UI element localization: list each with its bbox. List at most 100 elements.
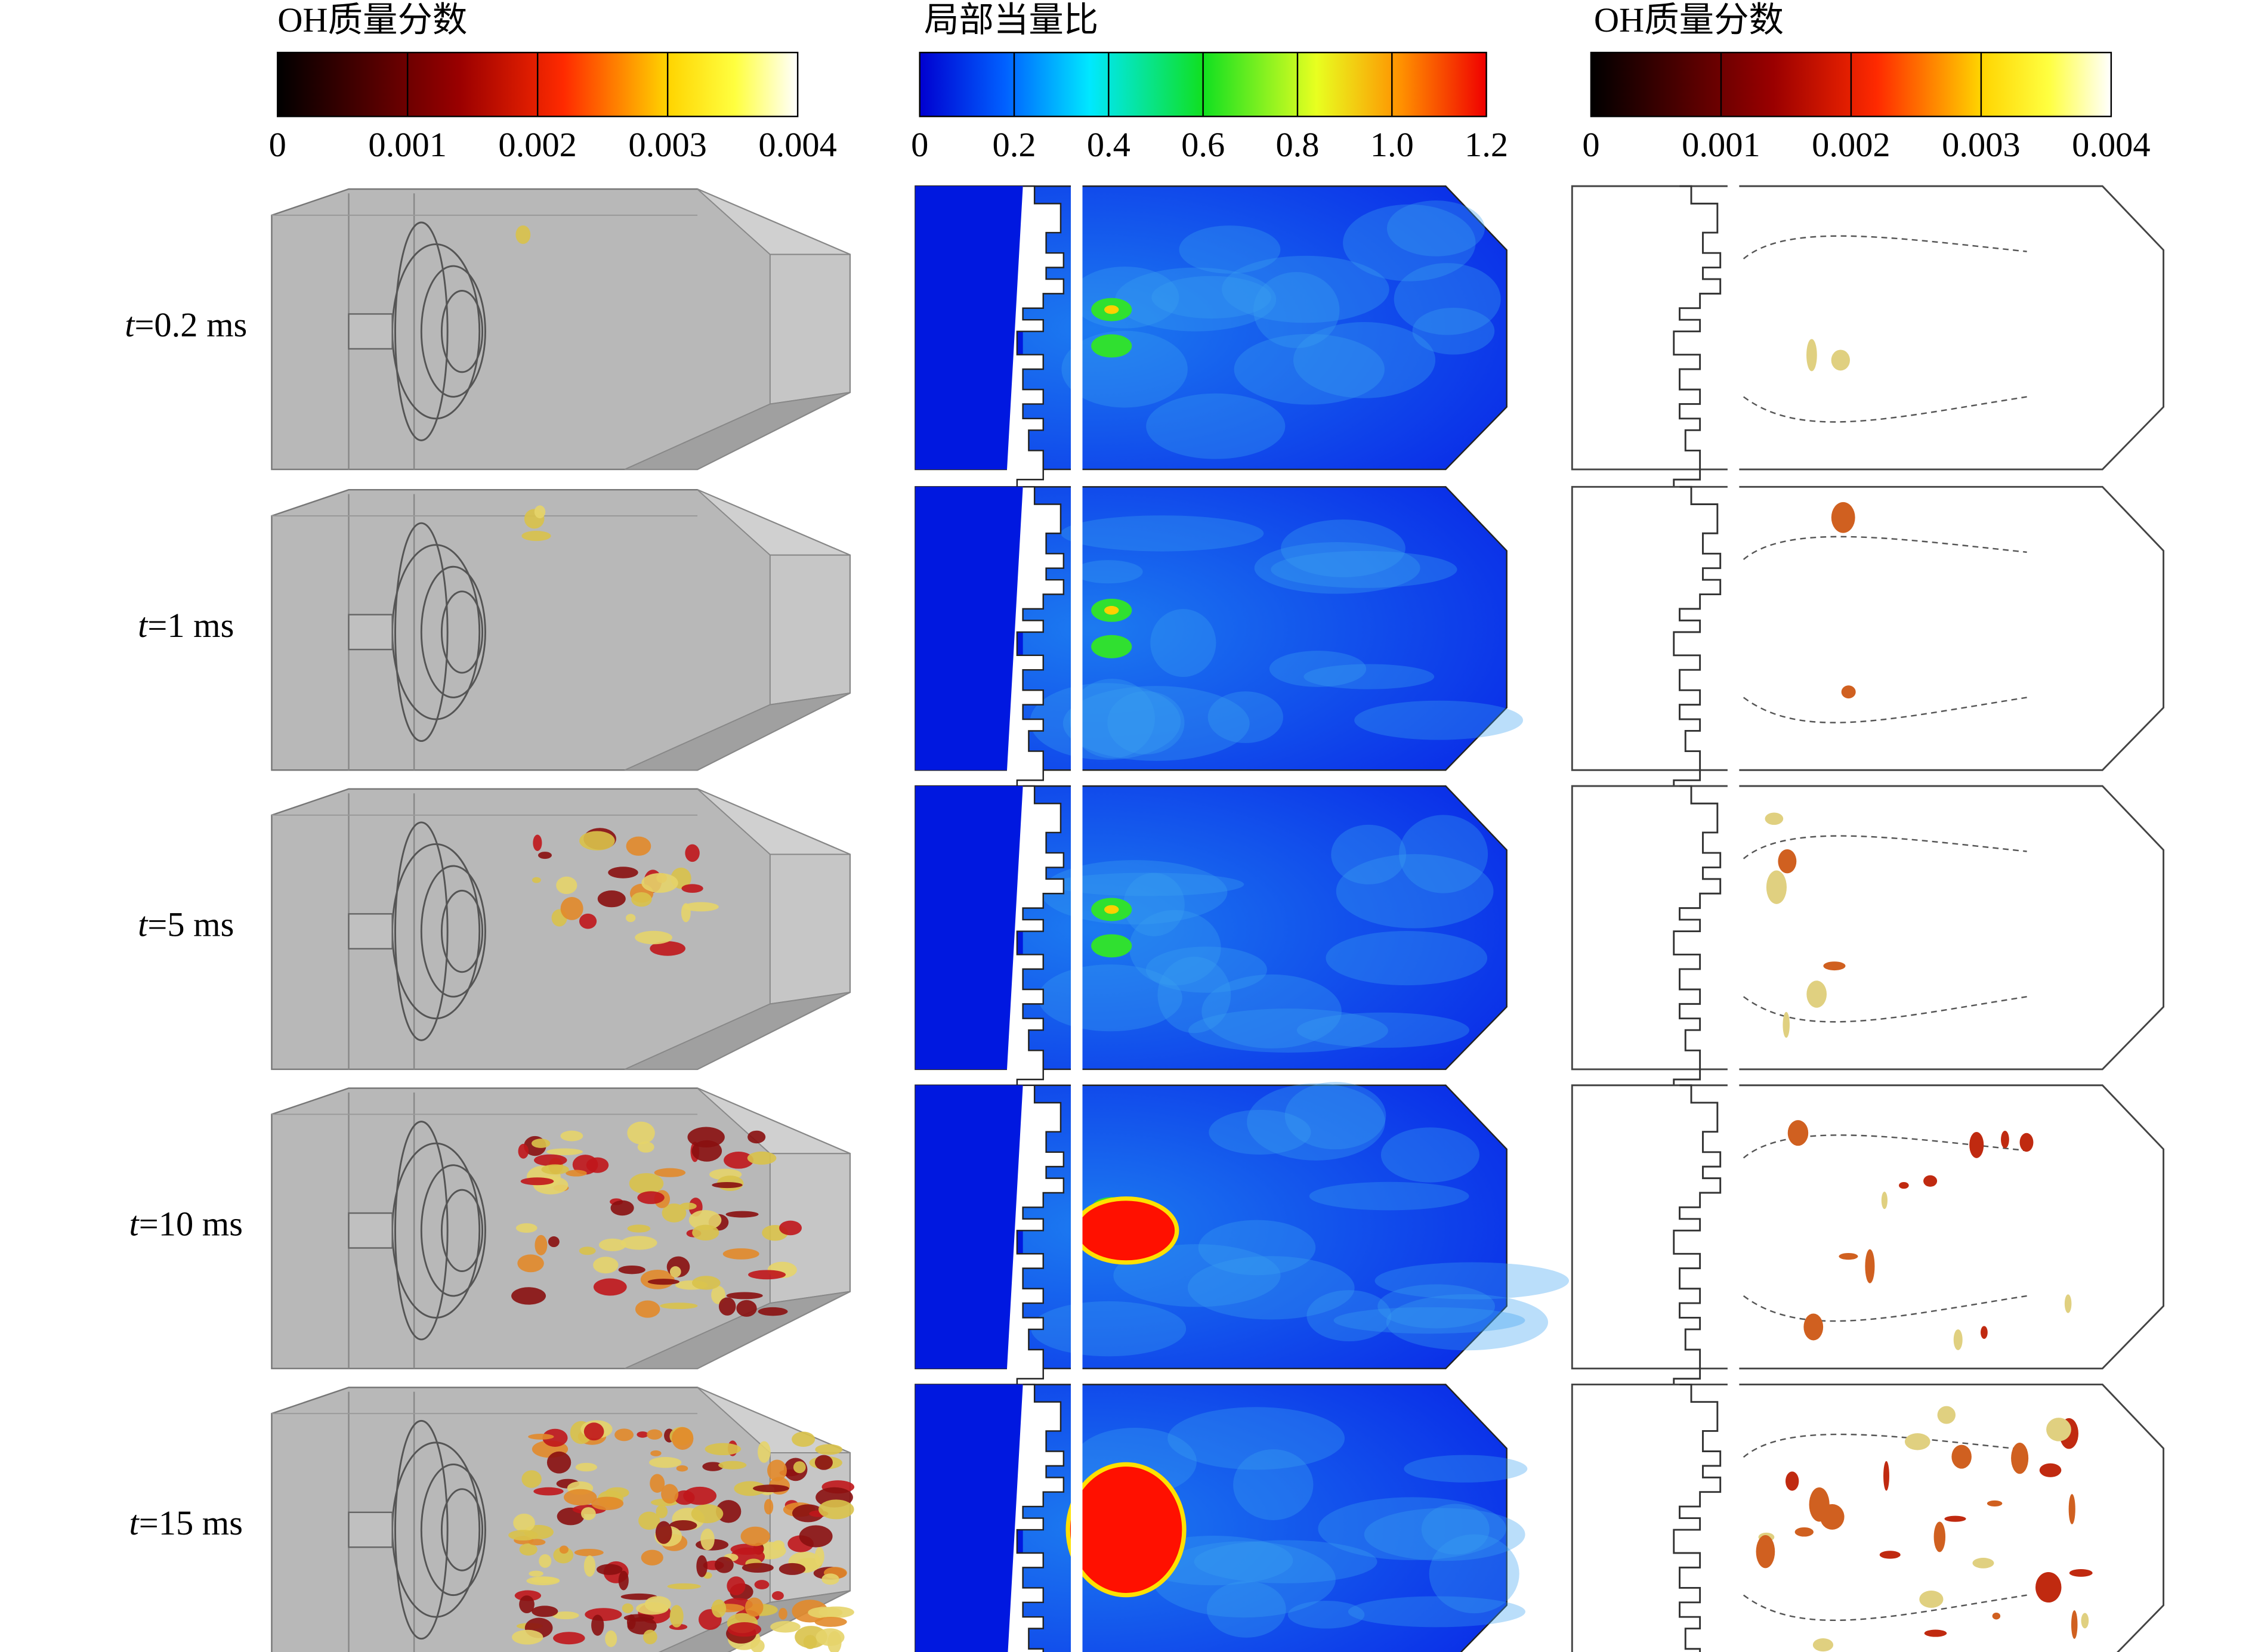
combustor-face: [769, 554, 851, 706]
time-var: t: [125, 305, 135, 344]
colorbar-tick-label: 0: [911, 125, 928, 164]
swirler: [394, 821, 449, 1041]
oh-isosurface: [532, 877, 541, 883]
outline: [1571, 185, 2165, 471]
oh-blob: [1937, 1406, 1956, 1424]
combustor-face: [624, 991, 851, 1070]
swirler: [440, 1488, 484, 1571]
flame-boundary: [1743, 536, 2027, 561]
time-var: t: [138, 905, 149, 944]
ratio-plume: [1209, 1109, 1311, 1155]
oh-blob: [1919, 1591, 1944, 1608]
colorbar-tick-label: 0.003: [628, 125, 706, 164]
oh-isosurface: [683, 902, 719, 912]
oh-blob: [1865, 1249, 1875, 1283]
oh-isosurface: [635, 930, 672, 945]
oh-blob: [2064, 1294, 2072, 1313]
oh-isosurface: [758, 1441, 771, 1463]
oh-isosurface: [740, 1526, 770, 1546]
oh-isosurface: [593, 1278, 627, 1296]
colorbar-tick-label: 0: [1582, 125, 1599, 164]
oh-isosurface: [730, 1543, 764, 1555]
oh-isosurface: [818, 1606, 854, 1619]
oh-isosurface: [692, 1276, 721, 1290]
oh-isosurface: [608, 867, 638, 878]
oh-isosurface: [508, 1530, 538, 1541]
colorbar-tick-label: 0.2: [993, 125, 1036, 164]
ratio-plume: [1377, 1284, 1496, 1329]
oh-isosurface: [532, 1605, 558, 1617]
oh-blob: [1953, 1329, 1963, 1350]
ratio-plume: [1194, 1540, 1377, 1583]
oh-isosurface: [650, 1450, 662, 1456]
inlet-gap: [1071, 484, 1083, 774]
ratio-plume: [1233, 1449, 1314, 1520]
oh-isosurface: [538, 852, 552, 859]
oh-isosurface: [793, 1461, 806, 1474]
oh-blob: [1766, 870, 1787, 904]
ratio-plume: [1287, 1601, 1365, 1629]
oh-isosurface: [661, 1484, 679, 1504]
ratio-plume: [1296, 1012, 1469, 1048]
oh-isosurface: [638, 1511, 660, 1530]
oh-isosurface: [626, 1614, 636, 1630]
ratio-plume: [1284, 1082, 1386, 1150]
ratio-hot: [1104, 606, 1119, 615]
oh-isosurface: [654, 1168, 686, 1177]
oh-isosurface: [566, 1170, 587, 1177]
oh-isosurface: [620, 1593, 657, 1600]
oh-isosurface: [714, 1557, 734, 1573]
swirler: [440, 889, 484, 973]
ratio-plume: [1062, 686, 1250, 761]
ratio-plume: [1404, 1455, 1528, 1483]
ratio-plume: [1052, 873, 1244, 896]
oh-isosurface: [742, 1563, 774, 1573]
oh-isosurface: [521, 531, 551, 542]
ratio-core: [1091, 934, 1132, 958]
oh-blob: [1883, 1461, 1889, 1491]
oh-isosurface: [541, 1164, 569, 1175]
combustor-face: [769, 853, 851, 1005]
oh-isosurface: [531, 1139, 551, 1148]
colorbar-tick-label: 0.004: [758, 125, 836, 164]
oh-isosurface: [736, 1300, 757, 1317]
ratio-plume: [1152, 1541, 1336, 1618]
oh-isosurface: [712, 1181, 743, 1189]
oh-isosurface: [629, 1173, 664, 1195]
ratio-plume: [1038, 964, 1182, 1032]
oh-blob: [2081, 1613, 2089, 1629]
swirler: [420, 1164, 486, 1297]
swirler: [394, 1121, 449, 1341]
ratio-plume: [1179, 225, 1281, 274]
oh-isosurface: [792, 1431, 815, 1447]
oh-isosurface: [533, 834, 542, 851]
ratio-plume: [1073, 560, 1143, 584]
injector: [1662, 785, 1722, 1098]
oh-blob: [2011, 1442, 2029, 1474]
oh-isosurface: [641, 873, 678, 893]
oh-blob: [1787, 1120, 1809, 1146]
time-text: =15 ms: [139, 1504, 243, 1543]
oh-isosurface: [591, 1496, 624, 1511]
time-label: t=15 ms: [129, 1504, 243, 1543]
oh-isosurface: [767, 1459, 787, 1481]
oh-isosurface: [610, 1200, 634, 1216]
oh-blob: [1806, 339, 1817, 372]
oh-isosurface: [546, 1451, 572, 1474]
inlet-wall: [915, 1384, 1023, 1652]
oh-isosurface: [515, 1223, 538, 1233]
inlet-gap: [1071, 1381, 1083, 1652]
oh-blob: [1987, 1500, 2003, 1507]
ratio-plume: [1234, 333, 1385, 405]
oh-blob: [1803, 1313, 1824, 1341]
oh-isosurface: [814, 1617, 847, 1627]
ratio-plume: [1253, 272, 1340, 348]
oh-isosurface: [591, 1614, 604, 1636]
oh-blob: [1933, 1521, 1946, 1552]
oh-isosurface: [574, 1548, 604, 1557]
oh-isosurface: [539, 1554, 552, 1568]
oh-blob: [1823, 961, 1846, 971]
ratio-plume: [1201, 974, 1342, 1048]
oh-blob: [1951, 1444, 1972, 1469]
oh-isosurface: [564, 1489, 597, 1506]
